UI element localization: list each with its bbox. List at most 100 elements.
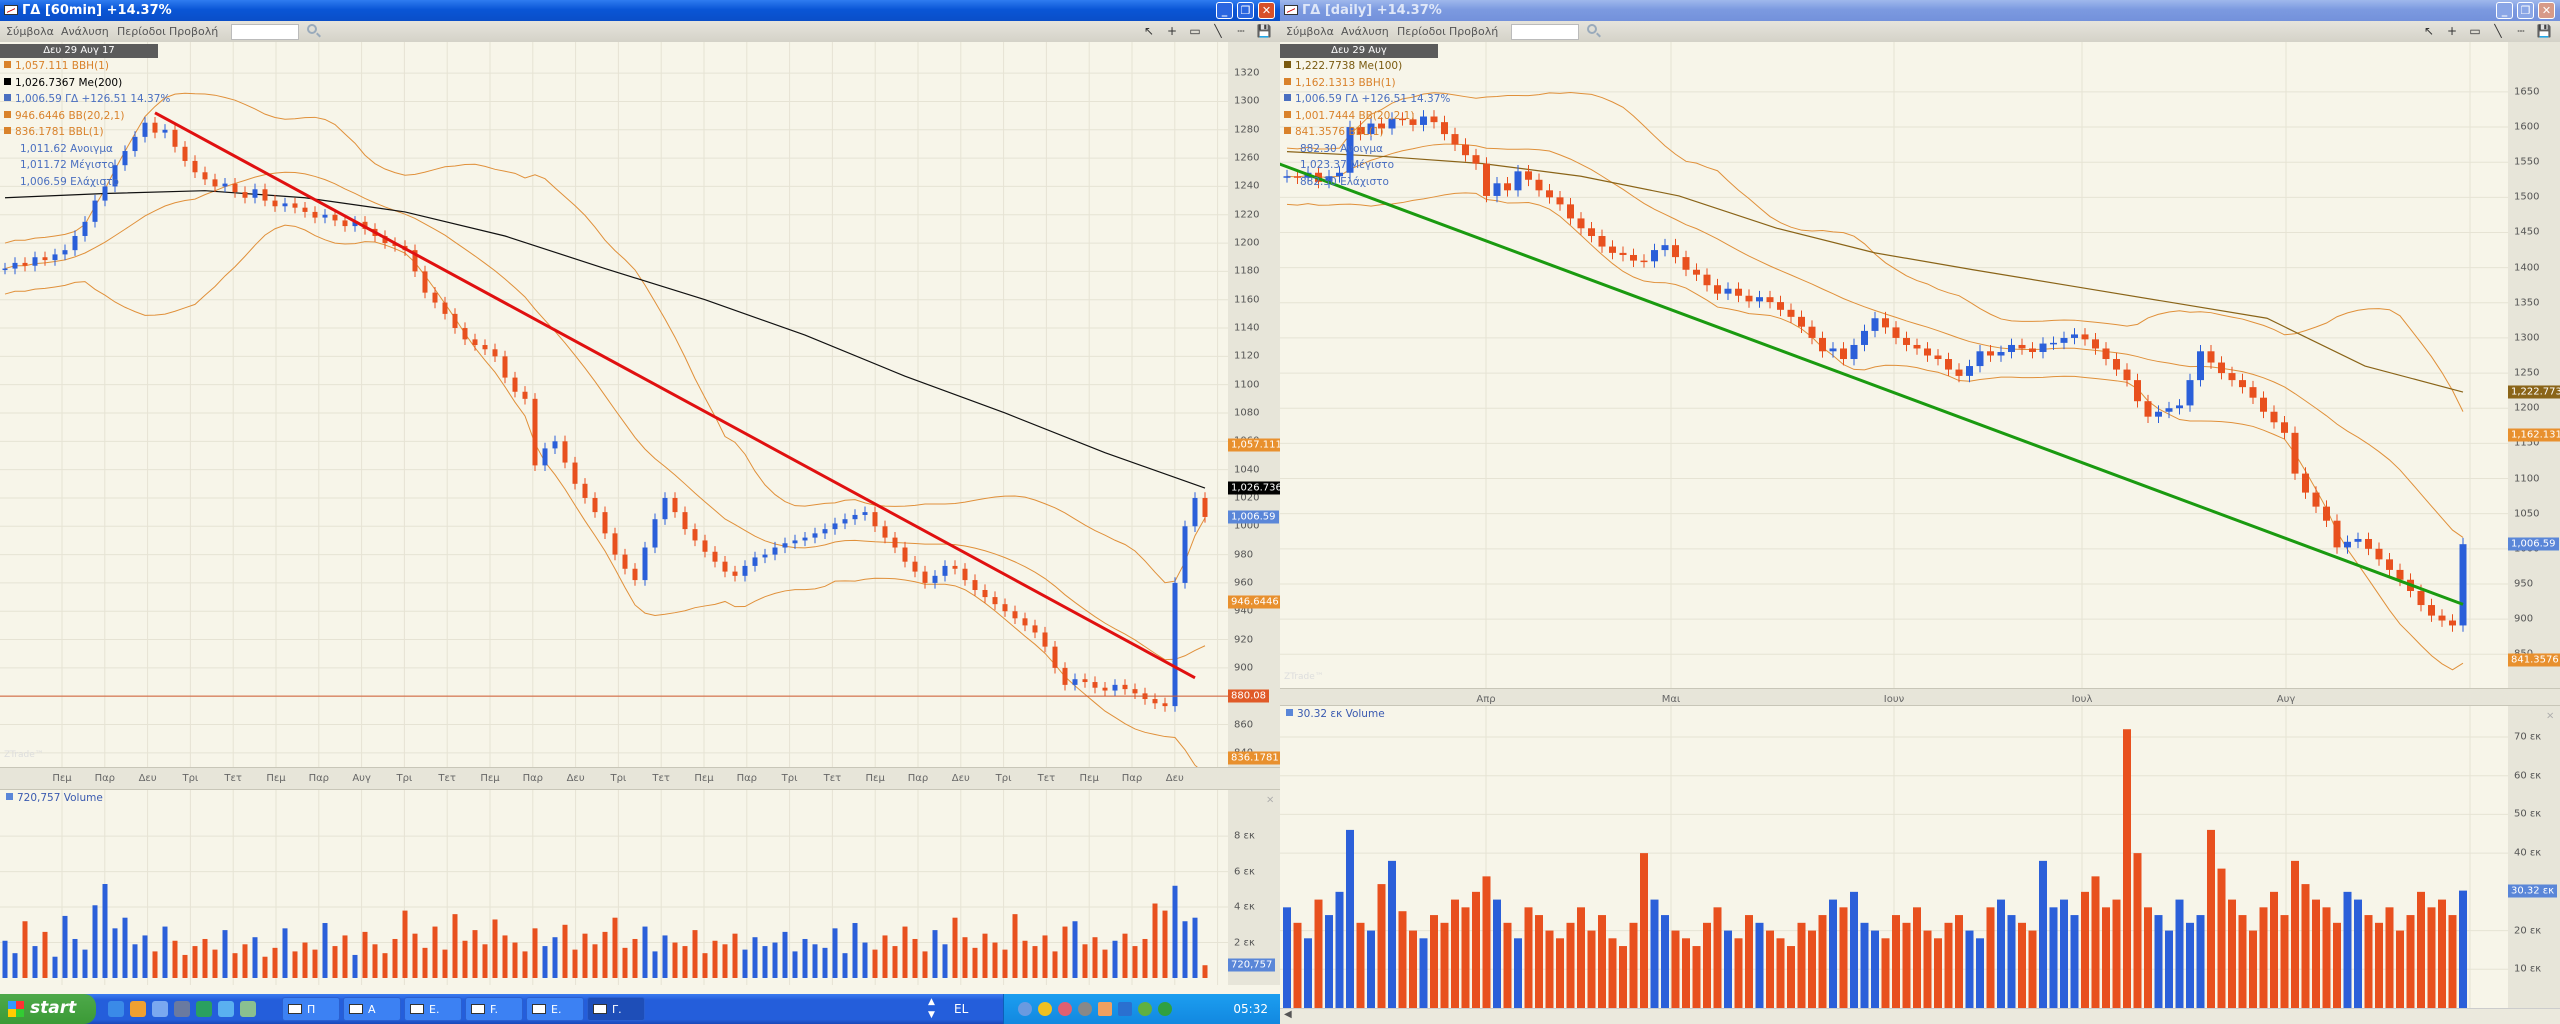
line-icon[interactable]: ╲	[2494, 24, 2502, 38]
candle-body	[1997, 351, 2005, 356]
menu-view[interactable]: Προβολή	[169, 25, 219, 38]
volume-tick-label: 40 εκ	[2514, 847, 2542, 859]
search-icon[interactable]	[307, 24, 317, 34]
volume-bar	[2406, 915, 2415, 1008]
volume-pane[interactable]: 30.32 εκ Volume	[1280, 706, 2508, 1008]
volume-bar	[2175, 899, 2184, 1008]
time-axis[interactable]: Απρ Μαι Ιουν Ιουλ Αυγ	[1280, 688, 2560, 706]
rectangle-icon[interactable]: ▭	[1189, 24, 1201, 38]
internet-explorer-icon[interactable]	[108, 1001, 124, 1017]
app-tray-icon[interactable]	[1098, 1002, 1112, 1016]
menu-analysis[interactable]: Ανάλυση	[1341, 25, 1389, 38]
candle-body	[642, 547, 648, 581]
price-marker: 946.6446	[1228, 595, 1280, 609]
taskbar-task[interactable]: Π	[282, 997, 340, 1021]
volume-bar	[1545, 930, 1554, 1008]
taskbar-task[interactable]: Ε.	[404, 997, 462, 1021]
volume-pane[interactable]: 720,757 Volume	[0, 790, 1228, 985]
candle-body	[1399, 118, 1406, 121]
candle-body	[1798, 316, 1805, 327]
media-icon[interactable]	[174, 1001, 190, 1017]
scroll-down-icon[interactable]: ▼	[928, 1010, 935, 1020]
network-status-icon[interactable]	[1018, 1002, 1032, 1016]
volume-bar	[2, 940, 8, 978]
symbol-input[interactable]	[231, 24, 299, 40]
price-pane[interactable]: Δευ 29 Αυγ 17 1,057.111 BBH(1) 1,026.7367…	[0, 42, 1228, 774]
dotted-line-icon[interactable]: ┄	[2517, 24, 2525, 38]
close-button[interactable]: ✕	[1258, 2, 1275, 19]
security-shield-icon[interactable]	[1038, 1002, 1052, 1016]
line-icon[interactable]: ╲	[1214, 24, 1222, 38]
menu-symbols[interactable]: Σύμβολα	[6, 25, 54, 38]
symbol-input[interactable]	[1511, 24, 1579, 40]
volume-bar	[1650, 899, 1659, 1008]
candle-body	[2354, 538, 2362, 542]
candle-body	[132, 136, 138, 152]
volume-bar	[772, 942, 778, 978]
volume-bar	[1142, 938, 1148, 978]
legend-label: 1,162.1313 BBH(1)	[1295, 76, 1396, 89]
nvidia-icon[interactable]	[1138, 1002, 1152, 1016]
rectangle-icon[interactable]: ▭	[2469, 24, 2481, 38]
price-axis[interactable]: 1320 1300 1280 1260 1240 1220 1200 1180 1160 1140…	[1228, 42, 1280, 767]
price-chart[interactable]	[1280, 42, 2508, 688]
candle-body	[882, 526, 888, 538]
candle-body	[1152, 699, 1158, 704]
start-button[interactable]: start	[0, 994, 96, 1024]
horizontal-scrollbar[interactable]: ◀	[1280, 1008, 2560, 1024]
menu-analysis[interactable]: Ανάλυση	[61, 25, 109, 38]
clock[interactable]: 05:32	[1233, 1002, 1268, 1016]
save-icon[interactable]: 💾	[1256, 24, 1272, 38]
user-icon[interactable]	[152, 1001, 168, 1017]
date-header: Δευ 29 Αυγ 17	[0, 44, 158, 58]
taskbar-task[interactable]: Α	[343, 997, 401, 1021]
close-pane-icon: ×	[1266, 794, 1275, 806]
price-pane[interactable]: Δευ 29 Αυγ 1,222.7738 Me(100) 1,162.1313 …	[1280, 42, 2508, 688]
restore-button[interactable]: ❐	[1237, 2, 1254, 19]
menu-periods[interactable]: Περίοδοι	[117, 25, 166, 38]
email-icon[interactable]	[218, 1001, 234, 1017]
taskbar-task-active[interactable]: Γ.	[587, 997, 645, 1021]
volume-icon[interactable]	[1078, 1002, 1092, 1016]
time-axis[interactable]: Πεμ Παρ Δευ Τρι Τετ Πεμ Παρ Αυγ Τρι Τετ Πεμ Παρ Δευ Τ…	[0, 767, 1280, 790]
display-icon[interactable]	[1118, 1002, 1132, 1016]
volume-axis[interactable]: 8 εκ 6 εκ 4 εκ 2 εκ 720,757 ×	[1228, 790, 1280, 985]
candle-body	[1966, 366, 1973, 376]
volume-bar	[1002, 949, 1008, 978]
taskbar-task[interactable]: F.	[465, 997, 523, 1021]
save-icon[interactable]: 💾	[2536, 24, 2552, 38]
y-tick-label: 1300	[2514, 332, 2540, 344]
dotted-line-icon[interactable]: ┄	[1237, 24, 1245, 38]
search-icon[interactable]	[1587, 24, 1597, 34]
scroll-up-icon[interactable]: ▲	[928, 997, 935, 1007]
pointer-icon[interactable]: ↖	[2423, 24, 2435, 38]
network-icon[interactable]	[196, 1001, 212, 1017]
menu-symbols[interactable]: Σύμβολα	[1286, 25, 1334, 38]
pointer-icon[interactable]: ↖	[1143, 24, 1155, 38]
crosshair-icon[interactable]: +	[2446, 24, 2458, 38]
volume-bar	[1734, 938, 1743, 1008]
candle-body	[1062, 667, 1068, 685]
language-indicator[interactable]: EL	[954, 1002, 969, 1016]
volume-bar	[172, 940, 178, 978]
title-bar[interactable]: ΓΔ [60min] +14.37% _ ❐ ✕	[0, 0, 1280, 21]
minimize-button[interactable]: _	[2496, 2, 2513, 19]
recycle-icon[interactable]	[240, 1001, 256, 1017]
menu-view[interactable]: Προβολή	[1449, 25, 1499, 38]
crosshair-icon[interactable]: +	[1166, 24, 1178, 38]
title-bar[interactable]: ΓΔ [daily] +14.37% _ ❐ ✕	[1280, 0, 2560, 21]
taskbar-task[interactable]: Ε.	[526, 997, 584, 1021]
scroll-left-icon[interactable]: ◀	[1284, 1009, 1292, 1020]
clock-icon[interactable]	[130, 1001, 146, 1017]
price-axis[interactable]: 1650 1600 1550 1500 1450 1400 1350 1300 1250 1200…	[2508, 42, 2560, 688]
volume-axis[interactable]: 70 εκ 60 εκ 50 εκ 40 εκ 20 εκ 10 εκ 30.32 εκ ×	[2508, 706, 2560, 1008]
trendline	[154, 111, 1196, 680]
menu-periods[interactable]: Περίοδοι	[1397, 25, 1446, 38]
update-icon[interactable]	[1158, 1002, 1172, 1016]
close-button[interactable]: ✕	[2538, 2, 2555, 19]
minimize-button[interactable]: _	[1216, 2, 1233, 19]
price-chart[interactable]	[0, 42, 1228, 774]
restore-button[interactable]: ❐	[2517, 2, 2534, 19]
messenger-icon[interactable]	[1058, 1002, 1072, 1016]
volume-bar	[32, 946, 38, 978]
